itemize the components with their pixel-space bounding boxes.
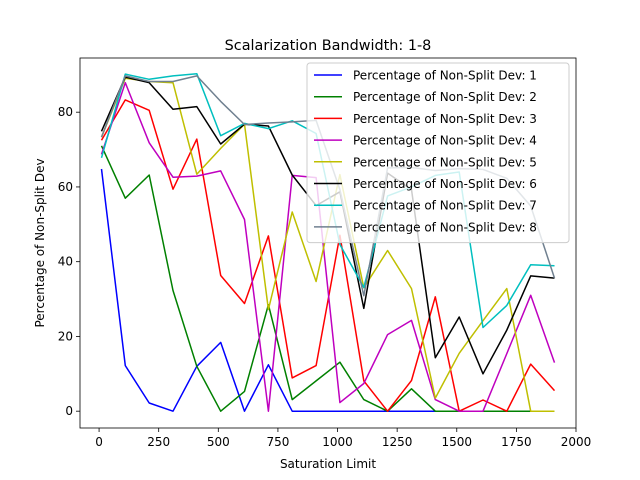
y-tick-label: 60 <box>58 180 73 194</box>
x-axis-label: Saturation Limit <box>280 457 376 471</box>
chart-title: Scalarization Bandwidth: 1-8 <box>225 38 432 54</box>
legend: Percentage of Non-Split Dev: 1 Percentage… <box>306 62 570 244</box>
series-line-4 <box>100 81 556 412</box>
legend-label-2: Percentage of Non-Split Dev: 2 <box>353 90 537 104</box>
x-axis: 0 250 500 750 1000 1250 1500 1750 2000 <box>95 428 591 449</box>
legend-label-7: Percentage of Non-Split Dev: 7 <box>353 199 537 213</box>
x-tick-label: 500 <box>207 435 230 449</box>
y-axis: 0 20 40 60 80 <box>58 105 80 418</box>
series-line-3 <box>100 99 556 412</box>
legend-label-3: Percentage of Non-Split Dev: 3 <box>353 112 537 126</box>
y-tick-label: 40 <box>58 255 73 269</box>
legend-label-4: Percentage of Non-Split Dev: 4 <box>353 134 537 148</box>
y-tick-label: 20 <box>58 329 73 343</box>
x-tick-label: 0 <box>95 435 103 449</box>
x-tick-label: 1750 <box>501 435 532 449</box>
x-tick-label: 750 <box>266 435 289 449</box>
y-tick-label: 80 <box>58 105 73 119</box>
legend-label-6: Percentage of Non-Split Dev: 6 <box>353 177 537 191</box>
legend-box <box>306 62 570 244</box>
y-tick-label: 0 <box>65 404 73 418</box>
x-tick-label: 2000 <box>561 435 592 449</box>
plot-frame <box>79 57 577 429</box>
x-tick-label: 1500 <box>441 435 472 449</box>
x-tick-label: 250 <box>147 435 170 449</box>
x-tick-label: 1250 <box>382 435 413 449</box>
legend-label-5: Percentage of Non-Split Dev: 5 <box>353 155 537 169</box>
legend-label-1: Percentage of Non-Split Dev: 1 <box>353 69 537 83</box>
y-axis-label: Percentage of Non-Split Dev <box>33 158 47 327</box>
legend-label-8: Percentage of Non-Split Dev: 8 <box>353 220 537 234</box>
x-tick-label: 1000 <box>322 435 353 449</box>
